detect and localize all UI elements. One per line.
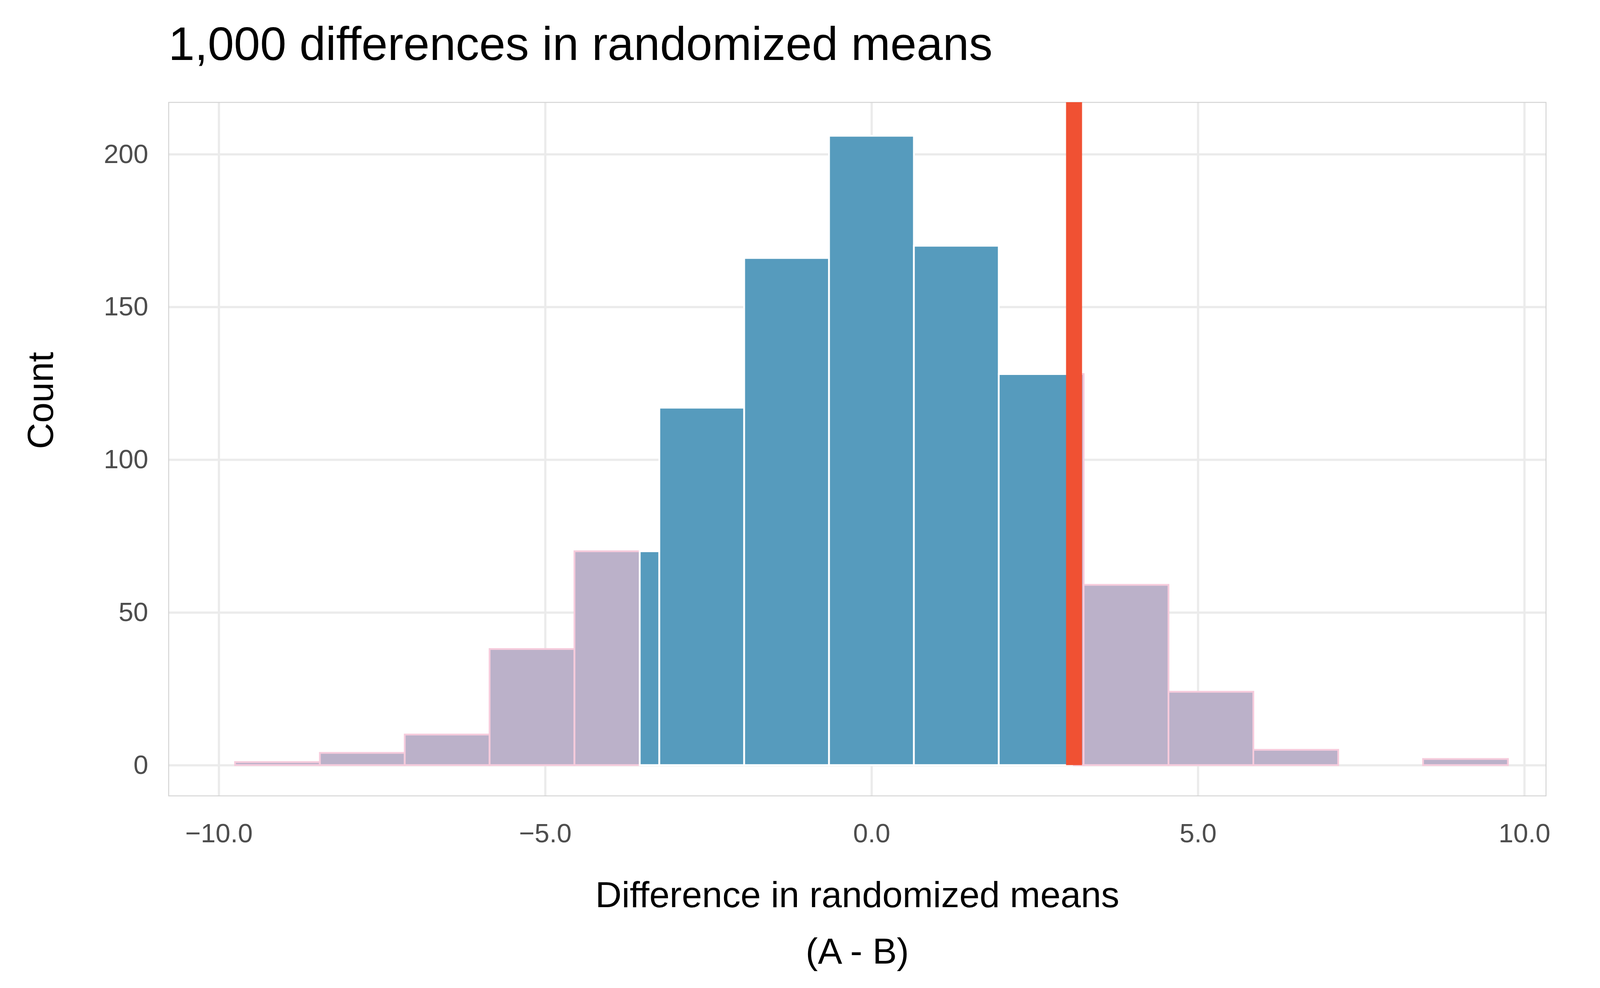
svg-text:0.0: 0.0 [853,818,891,849]
svg-text:5.0: 5.0 [1179,818,1217,849]
svg-text:150: 150 [103,291,148,322]
svg-text:50: 50 [118,597,149,628]
html-text:1,000 differences in randomize: 1,000 differences in randomized means [168,17,993,70]
svg-text:Difference in randomized means: Difference in randomized means(A - B) [595,874,1120,972]
svg-text:10.0: 10.0 [1498,818,1551,849]
svg-text:Count: Count [20,352,61,450]
svg-text:−10.0: −10.0 [185,818,253,849]
svg-text:−5.0: −5.0 [519,818,572,849]
svg-text:0: 0 [133,750,148,780]
svg-text:100: 100 [103,444,148,475]
svg-text:200: 200 [103,139,148,169]
